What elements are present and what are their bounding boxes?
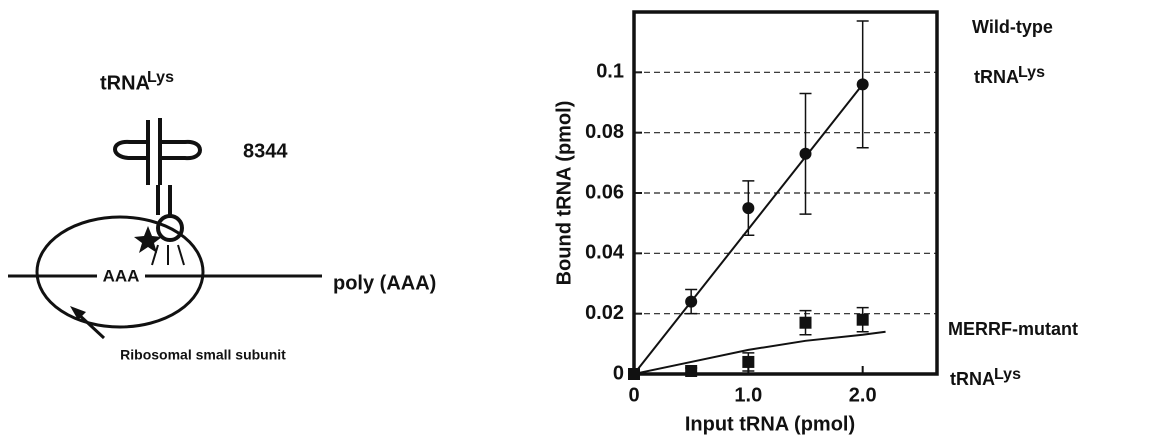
codon-bg: [97, 266, 145, 286]
y-axis-title: Bound tRNA (pmol): [553, 101, 575, 286]
point: [685, 364, 698, 377]
diagram: [8, 118, 322, 340]
ribosome-label: Ribosomal small subunit: [120, 347, 286, 363]
y-tick-label: 0.08: [585, 121, 624, 143]
series-label-sup: Lys: [994, 366, 1021, 383]
trna-sup: Lys: [147, 69, 174, 86]
y-tick-label: 0.02: [585, 302, 624, 324]
x-tick-label: 2.0: [849, 384, 877, 406]
point: [685, 295, 698, 308]
trna-d-loop: [113, 139, 148, 160]
codon-label: AAA: [103, 266, 140, 285]
codon-pairing: [151, 244, 185, 266]
point: [799, 316, 812, 329]
series-label-sup: Lys: [1018, 64, 1045, 81]
plot-frame: [632, 10, 939, 376]
trna-label: tRNA: [100, 72, 150, 94]
anticodon-loop: [156, 214, 184, 242]
x-tick-label: 0: [628, 384, 639, 406]
series-label: Wild-type: [972, 17, 1053, 37]
point: [799, 147, 812, 160]
fit-line: [633, 330, 886, 375]
x-tick-label: 1.0: [734, 384, 762, 406]
mutation-star: [134, 226, 162, 253]
series-label: tRNA: [974, 67, 1019, 87]
y-tick-label: 0.06: [585, 181, 624, 203]
point: [856, 78, 869, 91]
point: [856, 313, 869, 326]
y-tick-label: 0: [613, 362, 624, 384]
arrow-head: [70, 306, 86, 320]
mrna-label: poly (AAA): [333, 272, 436, 294]
point: [742, 355, 755, 368]
series-label: MERRF-mutant: [948, 319, 1078, 339]
y-tick-label: 0.04: [585, 242, 625, 264]
point: [628, 368, 640, 380]
point: [742, 202, 755, 215]
x-axis-title: Input tRNA (pmol): [685, 413, 855, 435]
series-label: tRNA: [950, 369, 995, 389]
trna-anticodon-stem: [156, 185, 172, 215]
site-label: 8344: [243, 140, 288, 162]
ribosome-shape: [35, 215, 205, 329]
trna-acceptor: [146, 118, 162, 185]
trna-t-loop: [160, 139, 202, 161]
y-tick-label: 0.1: [596, 61, 624, 83]
